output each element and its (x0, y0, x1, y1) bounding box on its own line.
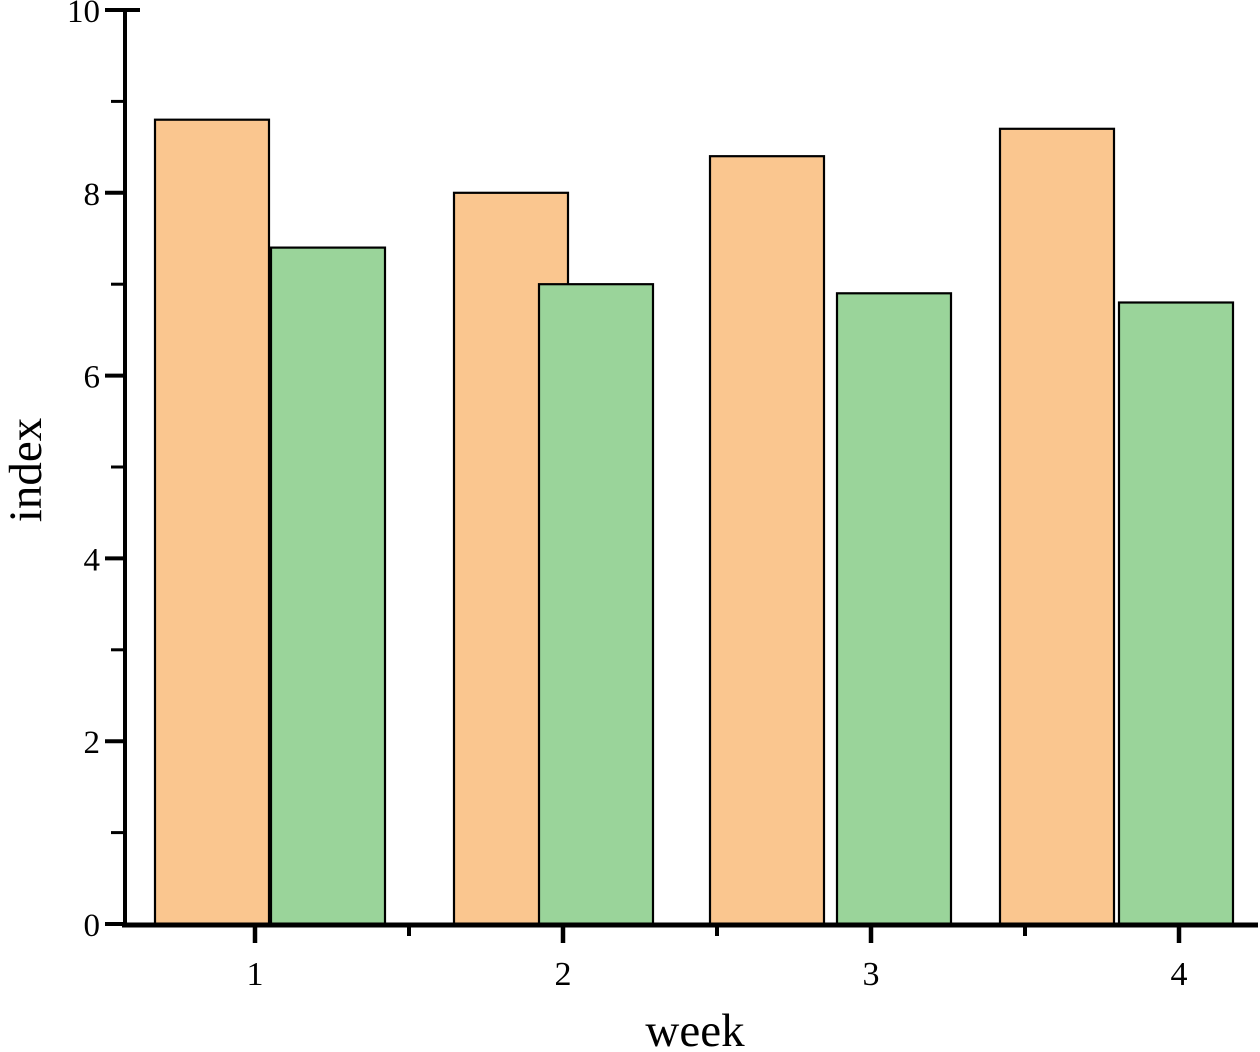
bar-week3-orange-series (708, 155, 826, 927)
y-tick-label: 4 (84, 542, 101, 578)
x-axis-title: week (645, 1005, 745, 1052)
x-tick-label: 1 (247, 956, 264, 993)
y-tick-label: 10 (67, 0, 100, 30)
x-tick-label: 4 (1171, 956, 1188, 993)
bar-week4-orange-series (998, 127, 1116, 927)
y-tick-label: 8 (84, 177, 101, 213)
y-tick-label: 6 (84, 360, 101, 396)
y-tick-label: 2 (84, 725, 101, 761)
x-tick-label: 3 (863, 956, 880, 993)
bar-week1-green-series (269, 246, 387, 927)
y-axis-title: index (0, 417, 52, 523)
bar-week4-green-series (1117, 301, 1235, 927)
y-tick-label: 0 (84, 908, 101, 944)
x-tick-label: 2 (555, 956, 572, 993)
bar-week3-green-series (835, 292, 953, 927)
bar-week2-green-series (537, 283, 655, 927)
bar-week1-orange-series (153, 118, 271, 927)
